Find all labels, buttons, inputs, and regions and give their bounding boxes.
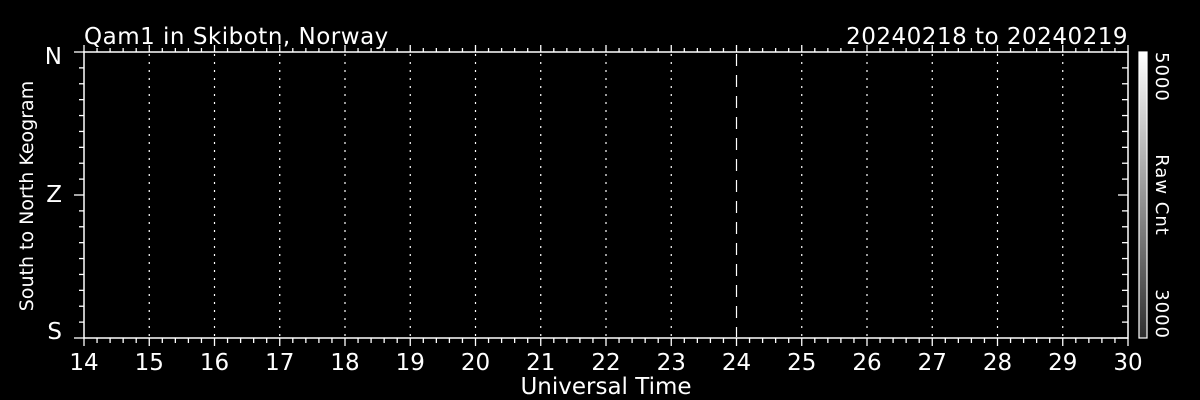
x-tick-label-16: 16	[199, 350, 230, 376]
date-range-label: 20240218 to 20240219	[846, 24, 1128, 50]
x-tick-label-29: 29	[1048, 350, 1078, 376]
x-tick-label-23: 23	[656, 350, 686, 376]
colorbar-title: Raw Cnt	[1151, 154, 1172, 236]
x-tick-label-20: 20	[460, 350, 491, 376]
colorbar	[1138, 51, 1148, 339]
plot-title: Qam1 in Skibotn, Norway	[84, 24, 389, 50]
x-tick-label-28: 28	[982, 350, 1013, 376]
x-tick-label-14: 14	[69, 350, 99, 376]
x-tick-label-27: 27	[917, 350, 947, 376]
axis-ticks	[74, 45, 1129, 346]
x-tick-label-19: 19	[395, 350, 425, 376]
colorbar-min-label: 3000	[1151, 289, 1172, 339]
x-tick-label-22: 22	[591, 350, 621, 376]
x-tick-label-15: 15	[134, 350, 164, 376]
x-tick-label-21: 21	[526, 350, 556, 376]
x-tick-label-26: 26	[852, 350, 882, 376]
x-tick-label-17: 17	[265, 350, 295, 376]
x-axis-title: Universal Time	[520, 374, 692, 400]
x-tick-label-30: 30	[1113, 350, 1143, 376]
x-tick-label-18: 18	[330, 350, 360, 376]
colorbar-max-label: 5000	[1151, 52, 1172, 102]
x-tick-label-25: 25	[787, 350, 817, 376]
y-tick-label-s: S	[47, 319, 62, 345]
gridlines	[148, 54, 1064, 337]
y-tick-label-n: N	[44, 44, 62, 70]
y-tick-label-z: Z	[46, 182, 62, 208]
x-tick-label-24: 24	[721, 350, 752, 376]
